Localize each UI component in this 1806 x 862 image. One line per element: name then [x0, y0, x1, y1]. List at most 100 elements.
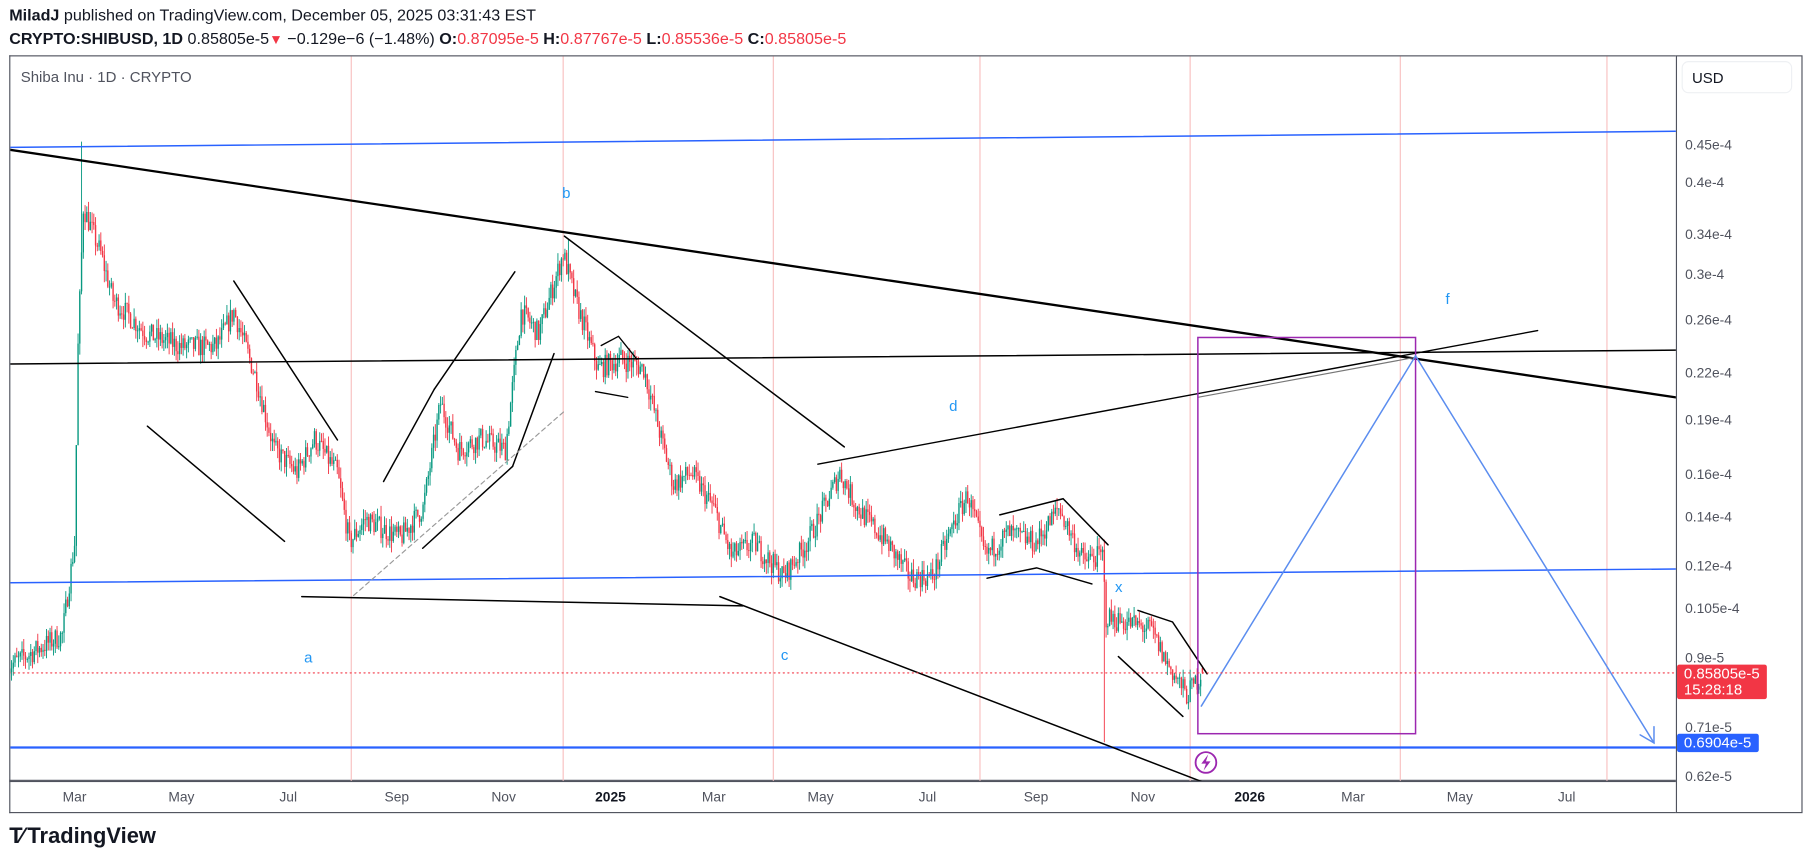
candle[interactable] [227, 315, 230, 332]
candle[interactable] [821, 500, 824, 522]
candle[interactable] [347, 522, 349, 534]
candle[interactable] [972, 500, 974, 510]
candle[interactable] [354, 528, 356, 540]
candle[interactable] [995, 554, 997, 557]
wave-line[interactable] [382, 388, 435, 483]
candle[interactable] [1035, 540, 1037, 551]
candle[interactable] [1079, 552, 1081, 557]
candle[interactable] [1119, 613, 1121, 623]
candle[interactable] [26, 659, 28, 661]
candle[interactable] [891, 541, 894, 545]
candle[interactable] [488, 433, 491, 442]
candle[interactable] [324, 448, 326, 453]
candle[interactable] [86, 211, 88, 223]
candle[interactable] [245, 332, 247, 342]
candle[interactable] [382, 533, 384, 539]
candle[interactable] [80, 252, 83, 292]
candle[interactable] [1175, 675, 1177, 679]
candle[interactable] [1026, 536, 1028, 544]
candle[interactable] [981, 527, 983, 537]
candle[interactable] [998, 550, 1000, 555]
candle[interactable] [459, 442, 461, 461]
candle[interactable] [963, 503, 965, 515]
candle[interactable] [704, 485, 706, 504]
candle[interactable] [1030, 530, 1032, 543]
candle[interactable] [115, 297, 118, 301]
candle[interactable] [439, 404, 442, 406]
candle[interactable] [527, 308, 529, 318]
candle[interactable] [450, 421, 452, 426]
candle[interactable] [345, 509, 347, 534]
candle[interactable] [926, 574, 929, 587]
candle[interactable] [404, 522, 407, 532]
candle[interactable] [495, 442, 498, 453]
candle[interactable] [776, 562, 778, 566]
candle[interactable] [497, 438, 500, 443]
candle[interactable] [975, 511, 978, 517]
tradingview-logo[interactable]: T⁄ TradingView [9, 825, 156, 850]
candle[interactable] [1056, 507, 1058, 510]
candle[interactable] [793, 564, 796, 566]
candle[interactable] [233, 310, 235, 322]
candle[interactable] [1063, 516, 1065, 527]
candle[interactable] [777, 562, 780, 582]
candle[interactable] [851, 484, 853, 505]
candle[interactable] [788, 562, 790, 580]
candle[interactable] [576, 289, 578, 297]
candle[interactable] [1198, 686, 1200, 690]
candle[interactable] [159, 332, 162, 340]
candle[interactable] [751, 533, 754, 543]
candle[interactable] [248, 348, 251, 359]
candle[interactable] [326, 445, 328, 453]
candle[interactable] [38, 647, 41, 653]
candle[interactable] [1108, 609, 1111, 627]
candle[interactable] [833, 477, 836, 482]
upper-channel-line[interactable] [9, 130, 1676, 149]
candle[interactable] [338, 467, 340, 479]
candle[interactable] [33, 651, 35, 663]
candle[interactable] [1089, 553, 1092, 557]
candle[interactable] [627, 355, 629, 372]
candle[interactable] [620, 350, 622, 355]
candle[interactable] [1149, 619, 1151, 622]
candle[interactable] [231, 310, 233, 322]
triangle-lower[interactable] [986, 567, 1093, 585]
candle[interactable] [658, 426, 661, 438]
publisher-name[interactable]: MiladJ [9, 5, 60, 25]
candle[interactable] [898, 554, 901, 560]
candle[interactable] [350, 533, 352, 548]
candle[interactable] [763, 559, 766, 565]
candle[interactable] [219, 336, 221, 340]
wave-line[interactable] [563, 235, 846, 448]
candle[interactable] [613, 363, 615, 371]
candle[interactable] [592, 342, 594, 345]
candle[interactable] [296, 466, 298, 478]
candle[interactable] [277, 440, 279, 449]
candle[interactable] [312, 444, 314, 449]
candle[interactable] [501, 442, 503, 451]
candle[interactable] [564, 252, 566, 260]
candle[interactable] [70, 563, 72, 594]
candle[interactable] [867, 509, 869, 512]
candle[interactable] [555, 276, 557, 288]
candle[interactable] [594, 344, 596, 361]
candle[interactable] [147, 341, 149, 343]
candle[interactable] [882, 528, 885, 545]
candle[interactable] [1084, 553, 1086, 560]
candle[interactable] [443, 403, 445, 418]
candle[interactable] [340, 478, 342, 489]
candle[interactable] [749, 542, 752, 552]
candle[interactable] [413, 510, 415, 533]
candle[interactable] [397, 526, 400, 532]
candle[interactable] [574, 289, 577, 297]
candle[interactable] [1126, 621, 1128, 631]
candle[interactable] [100, 240, 102, 251]
candle[interactable] [1157, 635, 1160, 652]
candle[interactable] [583, 316, 585, 331]
candle[interactable] [982, 536, 985, 547]
candle[interactable] [255, 371, 258, 392]
candle[interactable] [45, 635, 48, 652]
candle[interactable] [1178, 677, 1181, 679]
candle[interactable] [1159, 642, 1162, 652]
candle[interactable] [143, 336, 146, 340]
